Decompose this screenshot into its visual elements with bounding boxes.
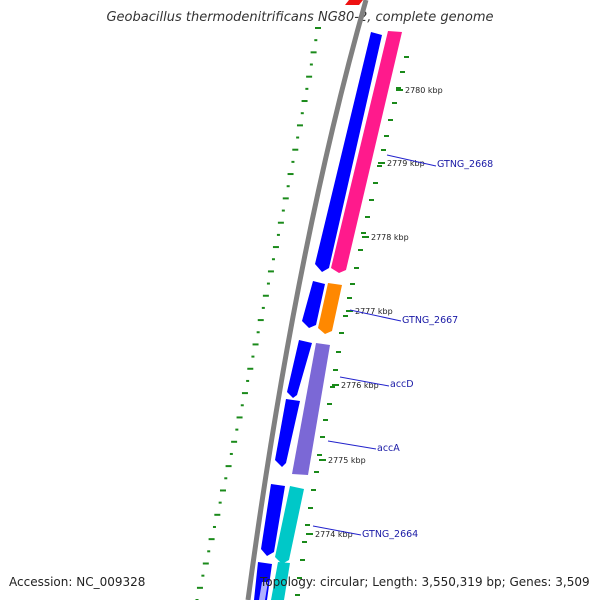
- gene-gtng-2664-cds[interactable]: [275, 486, 304, 564]
- tick-label: 2774 kbp: [315, 530, 353, 539]
- cds-light-small: [259, 582, 268, 600]
- gene-gtng-2667-cds[interactable]: [318, 283, 342, 334]
- gene-gtng-2668-cds[interactable]: [331, 31, 402, 273]
- gene-label-layer: GTNG_2668 GTNG_2667 accD accA GTNG_2664: [312, 154, 493, 540]
- gene-callout-line: [339, 376, 390, 387]
- cds-reverse-5[interactable]: [261, 484, 285, 556]
- gene-label[interactable]: GTNG_2668: [437, 159, 493, 170]
- map-title: Geobacillus thermodenitrificans NG80-2, …: [106, 10, 494, 25]
- tick-label: 2780 kbp: [405, 86, 443, 95]
- gene-callout-line: [386, 154, 437, 167]
- cds-reverse-4[interactable]: [275, 399, 300, 467]
- cds-reverse-1[interactable]: [315, 32, 382, 272]
- accession-label: Accession: NC_009328: [9, 575, 146, 589]
- gene-callout-line: [312, 525, 362, 536]
- gene-label[interactable]: accA: [377, 443, 400, 454]
- tick-label: 2776 kbp: [341, 381, 379, 390]
- tick-label: 2775 kbp: [328, 456, 366, 465]
- gene-label[interactable]: GTNG_2667: [402, 315, 458, 326]
- tick-layer: 2780 kbp 2779 kbp 2778 kbp 2777 kbp 2776 kbp…: [295, 56, 443, 596]
- tick-label: 2779 kbp: [387, 159, 425, 168]
- gene-callout-line: [349, 309, 402, 322]
- genome-backbone: [245, 0, 369, 600]
- gene-label[interactable]: accD: [390, 379, 414, 390]
- gene-callout-line: [327, 440, 377, 450]
- genome-summary: Topology: circular; Length: 3,550,319 bp…: [260, 575, 590, 589]
- cds-forward-cyan-2[interactable]: [271, 562, 290, 600]
- feature-red-top: [345, 0, 363, 5]
- cds-reverse-6[interactable]: [254, 562, 272, 600]
- cds-reverse-2[interactable]: [302, 281, 325, 328]
- cds-reverse-3[interactable]: [287, 340, 312, 398]
- outer-dotted-ring: [195, 27, 321, 600]
- gene-accd-cds[interactable]: [292, 343, 330, 475]
- tick-label: 2778 kbp: [371, 233, 409, 242]
- gene-label[interactable]: GTNG_2664: [362, 529, 418, 540]
- tick-label: 2777 kbp: [355, 307, 393, 316]
